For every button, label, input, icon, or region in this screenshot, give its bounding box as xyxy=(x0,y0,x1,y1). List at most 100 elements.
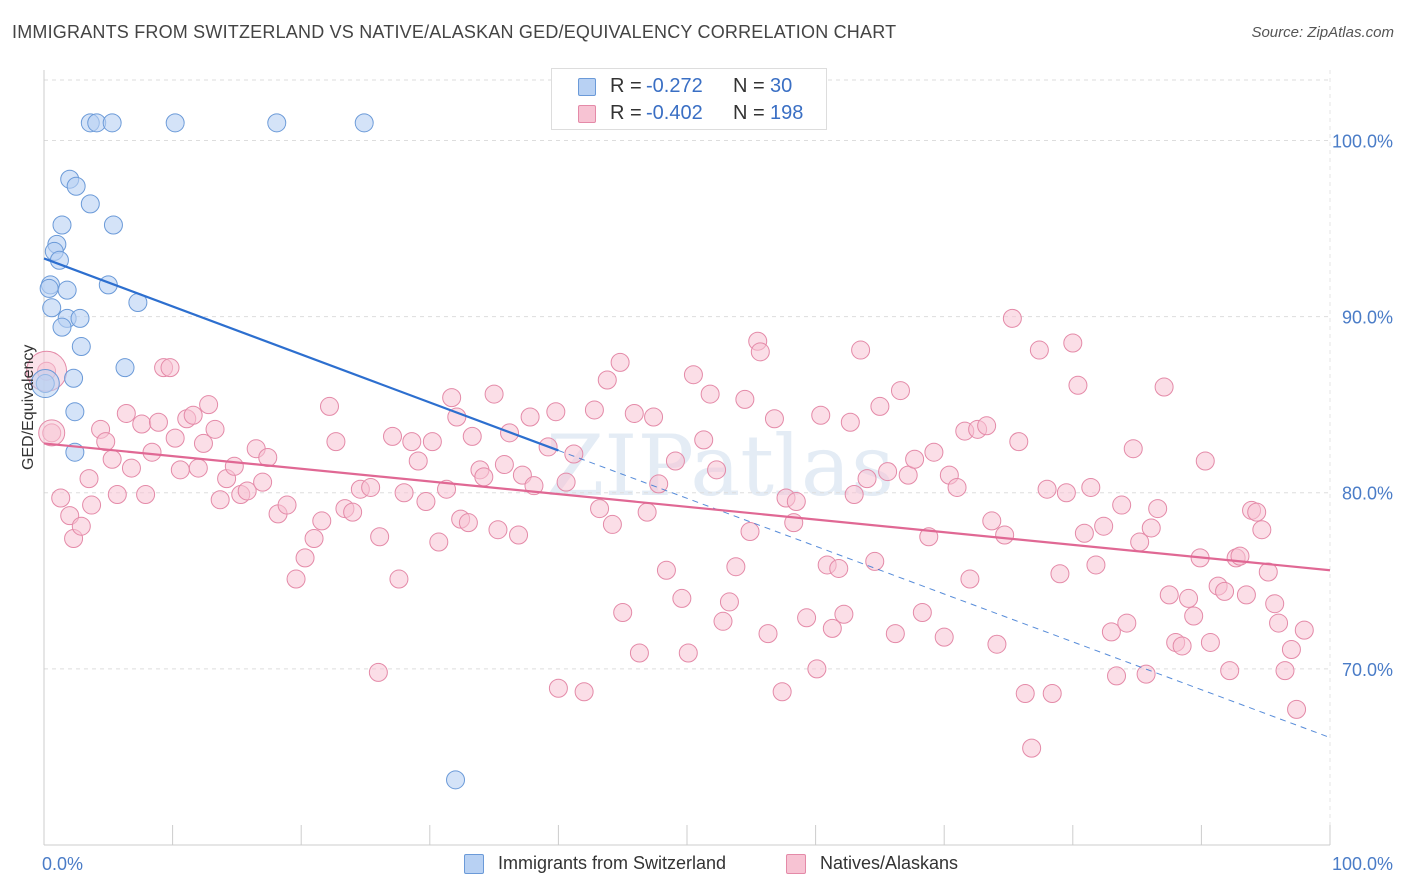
natives-point xyxy=(1029,340,1049,360)
natives-point xyxy=(960,569,980,589)
natives-point xyxy=(1107,666,1127,686)
natives-point xyxy=(851,340,871,360)
natives-point-large xyxy=(38,419,66,447)
natives-point xyxy=(520,407,540,427)
natives-point xyxy=(740,521,760,541)
switzerland-point xyxy=(42,298,62,318)
natives-point xyxy=(797,608,817,628)
switzerland-point xyxy=(80,194,100,214)
switzerland-point xyxy=(57,280,77,300)
legend-n-value-switzerland: 30 xyxy=(770,75,793,97)
natives-point xyxy=(1172,636,1192,656)
natives-point xyxy=(82,495,102,515)
natives-point xyxy=(1015,684,1035,704)
bottom-legend-label-switzerland: Immigrants from Switzerland xyxy=(498,853,727,873)
switzerland-point xyxy=(103,215,123,235)
legend-r-value-switzerland: -0.272 xyxy=(646,75,703,97)
natives-point xyxy=(121,458,141,478)
natives-point xyxy=(295,548,315,568)
natives-point xyxy=(170,460,190,480)
x-tick-label-max: 100.0% xyxy=(1332,854,1393,874)
switzerland-point xyxy=(115,358,135,378)
natives-trend-line xyxy=(43,442,1331,572)
natives-point xyxy=(546,402,566,422)
natives-point xyxy=(402,432,422,452)
natives-point xyxy=(408,451,428,471)
natives-point xyxy=(148,412,168,432)
switzerland-point xyxy=(70,308,90,328)
natives-point xyxy=(1063,333,1083,353)
natives-point xyxy=(277,495,297,515)
natives-point xyxy=(210,490,230,510)
natives-point xyxy=(368,662,388,682)
natives-point xyxy=(71,516,91,536)
natives-point xyxy=(672,588,692,608)
chart-source: Source: ZipAtlas.com xyxy=(1251,24,1394,41)
natives-point xyxy=(878,462,898,482)
y-tick-label: 100.0% xyxy=(1332,131,1393,151)
natives-point xyxy=(912,603,932,622)
natives-point xyxy=(548,678,568,698)
natives-point xyxy=(312,511,332,531)
switzerland-point xyxy=(71,337,91,357)
natives-point xyxy=(142,442,162,462)
natives-point xyxy=(205,419,225,439)
natives-point xyxy=(437,479,457,499)
switzerland-point xyxy=(165,113,185,133)
y-axis-label: GED/Equivalency xyxy=(20,344,37,470)
natives-point xyxy=(51,488,71,508)
natives-point xyxy=(898,465,918,485)
natives-point xyxy=(1252,520,1272,540)
natives-point xyxy=(102,449,122,469)
natives-point xyxy=(1195,451,1215,471)
natives-point xyxy=(764,409,784,429)
legend-n-label: N = xyxy=(733,75,765,97)
natives-point xyxy=(726,557,746,577)
switzerland-point xyxy=(446,770,466,790)
natives-point xyxy=(484,384,504,404)
natives-point xyxy=(665,451,685,471)
switzerland-point xyxy=(65,402,85,422)
natives-point xyxy=(1247,502,1267,522)
natives-point xyxy=(1117,613,1137,633)
natives-point xyxy=(1179,588,1199,608)
natives-point xyxy=(905,449,925,469)
natives-point xyxy=(678,643,698,663)
natives-point xyxy=(304,529,324,549)
chart-title: IMMIGRANTS FROM SWITZERLAND VS NATIVE/AL… xyxy=(12,22,897,42)
natives-point xyxy=(1265,594,1285,614)
switzerland-point-large xyxy=(30,369,60,399)
natives-point xyxy=(1042,684,1062,704)
natives-point xyxy=(132,414,152,434)
natives-point xyxy=(656,560,676,580)
natives-point xyxy=(624,403,644,423)
natives-point xyxy=(442,388,462,408)
legend-r-label: R = xyxy=(610,75,642,97)
natives-point xyxy=(1081,477,1101,497)
natives-point xyxy=(786,492,806,512)
natives-point xyxy=(116,403,136,423)
natives-point xyxy=(286,569,306,589)
natives-point xyxy=(370,527,390,547)
natives-point xyxy=(713,611,733,631)
natives-point xyxy=(644,407,664,427)
natives-point xyxy=(934,627,954,647)
natives-point xyxy=(509,525,529,545)
natives-point xyxy=(416,492,436,512)
natives-point xyxy=(494,455,514,475)
natives-point xyxy=(584,400,604,420)
natives-point xyxy=(919,527,939,547)
natives-point xyxy=(865,551,885,571)
natives-point xyxy=(995,525,1015,545)
natives-point xyxy=(1094,516,1114,536)
natives-point xyxy=(1281,639,1301,659)
natives-point xyxy=(982,511,1002,531)
switzerland-trend-extension xyxy=(558,449,1331,739)
natives-point xyxy=(613,603,633,622)
natives-point xyxy=(1074,523,1094,543)
natives-point xyxy=(429,532,449,552)
natives-point xyxy=(394,483,414,503)
natives-point xyxy=(165,428,185,448)
legend-swatch-switzerland xyxy=(578,78,596,96)
natives-point xyxy=(1287,699,1307,719)
